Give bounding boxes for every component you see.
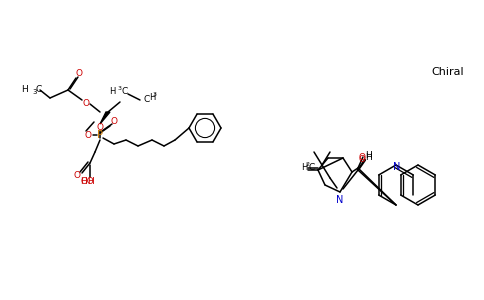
- Text: C: C: [309, 164, 315, 172]
- Text: O: O: [96, 124, 104, 133]
- Text: H: H: [87, 178, 93, 187]
- Text: C: C: [122, 86, 128, 95]
- Text: O: O: [82, 100, 90, 109]
- Polygon shape: [100, 112, 110, 124]
- Text: H: H: [364, 151, 371, 160]
- Text: Chiral: Chiral: [432, 67, 464, 77]
- Text: C: C: [36, 85, 42, 94]
- Text: O: O: [74, 172, 80, 181]
- Text: O: O: [359, 155, 365, 164]
- Text: 3: 3: [32, 89, 36, 95]
- Text: 2: 2: [306, 163, 310, 167]
- Text: H: H: [364, 152, 371, 161]
- Text: HO: HO: [80, 178, 94, 187]
- Text: O: O: [359, 154, 365, 163]
- Text: H: H: [149, 92, 155, 101]
- Text: 3: 3: [118, 85, 122, 91]
- Text: H: H: [21, 85, 28, 94]
- Text: N: N: [393, 162, 401, 172]
- Text: O: O: [80, 178, 88, 187]
- Text: O: O: [85, 130, 91, 140]
- Text: P: P: [97, 130, 103, 140]
- Text: 3: 3: [153, 92, 157, 97]
- Text: O: O: [110, 118, 118, 127]
- Text: H: H: [109, 86, 116, 95]
- Text: O: O: [76, 70, 82, 79]
- Text: H: H: [301, 164, 307, 172]
- Text: C: C: [144, 95, 150, 104]
- Text: N: N: [336, 195, 344, 205]
